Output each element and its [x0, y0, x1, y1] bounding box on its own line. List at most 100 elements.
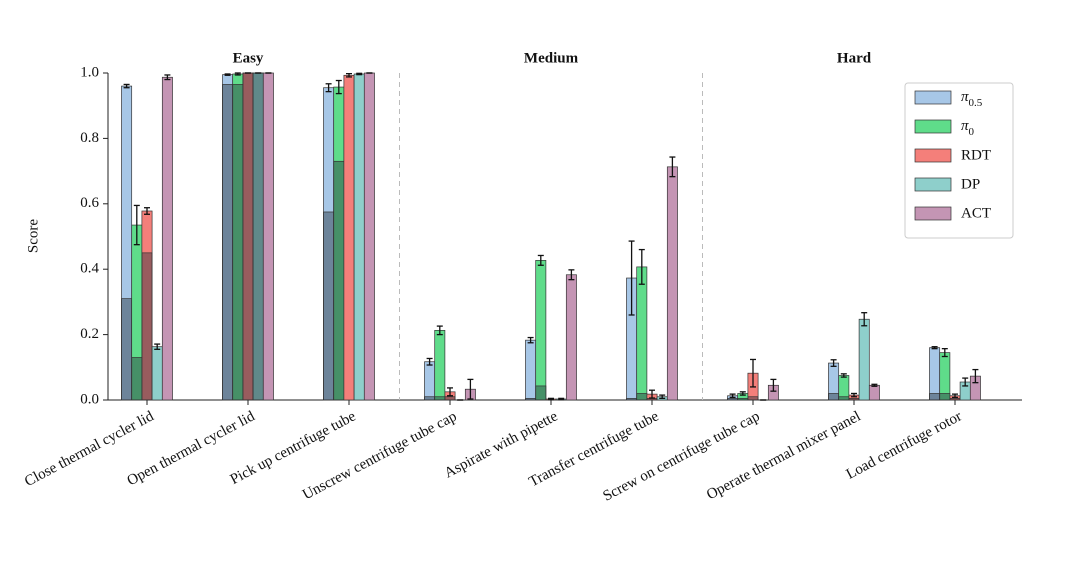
- error-bar: [558, 397, 565, 401]
- error-bar: [638, 248, 645, 285]
- bar-inner: [323, 211, 335, 401]
- bar-inner: [252, 72, 264, 401]
- bar: [434, 329, 446, 401]
- bar-inner: [141, 252, 153, 401]
- legend-label: ACT: [961, 205, 991, 221]
- error-bar: [426, 357, 433, 366]
- error-bar: [537, 254, 544, 266]
- bar-inner: [424, 396, 436, 401]
- y-tick-label: 0.4: [80, 261, 99, 277]
- error-bar: [144, 207, 150, 215]
- legend-swatch: [914, 148, 952, 163]
- y-axis-label: Score: [25, 219, 41, 253]
- bar-inner: [434, 396, 446, 401]
- y-tick-label: 0.0: [80, 391, 99, 407]
- bar-inner: [939, 393, 951, 401]
- legend-label: DP: [961, 176, 980, 192]
- bar-inner: [535, 385, 547, 401]
- error-bar: [739, 391, 746, 396]
- error-bar: [941, 348, 948, 358]
- error-bar: [133, 204, 140, 246]
- bar: [343, 74, 355, 401]
- error-bar: [164, 74, 171, 81]
- error-bar: [871, 383, 878, 387]
- legend-swatch: [914, 90, 952, 105]
- legend-swatch: [914, 177, 952, 192]
- error-bar: [840, 373, 847, 378]
- bar: [565, 274, 577, 401]
- bar: [535, 260, 547, 401]
- error-bar: [224, 73, 231, 76]
- y-tick-label: 1.0: [80, 64, 99, 80]
- section-label: Medium: [524, 50, 579, 66]
- error-bar: [931, 346, 938, 350]
- bar: [262, 72, 274, 401]
- error-bar: [123, 83, 130, 89]
- bar: [858, 318, 870, 401]
- legend-label: π0.5: [961, 89, 983, 108]
- error-bar: [447, 387, 453, 397]
- bar-inner: [626, 398, 638, 401]
- bar: [666, 166, 678, 401]
- error-bar: [750, 358, 756, 388]
- bar-inner: [636, 393, 648, 401]
- error-bar: [628, 240, 635, 316]
- legend-label: RDT: [961, 147, 991, 163]
- error-bar: [649, 389, 655, 399]
- error-bar: [770, 378, 777, 392]
- bar-inner: [121, 298, 133, 401]
- error-bar: [335, 79, 342, 95]
- bar-inner: [747, 396, 759, 401]
- error-bar: [669, 156, 676, 178]
- bar: [838, 375, 850, 401]
- error-bar: [548, 397, 554, 401]
- error-bar: [436, 325, 443, 336]
- error-bar: [659, 394, 666, 400]
- bar-inner: [848, 398, 860, 401]
- bar-inner: [333, 160, 345, 401]
- error-bar: [568, 269, 575, 281]
- bar: [151, 346, 163, 401]
- bar-inner: [242, 72, 254, 401]
- error-bar: [346, 73, 352, 78]
- legend-label: π0: [961, 118, 975, 137]
- error-bar: [729, 393, 736, 399]
- bar-inner: [737, 398, 749, 401]
- error-bar: [861, 312, 868, 327]
- error-bar: [851, 392, 857, 398]
- legend-swatch: [914, 119, 952, 134]
- y-tick-label: 0.6: [80, 195, 99, 211]
- bar: [353, 73, 365, 401]
- y-tick-label: 0.8: [80, 130, 99, 146]
- section-label: Easy: [233, 50, 264, 66]
- bar: [929, 347, 941, 401]
- bar-inner: [232, 84, 244, 401]
- bar-inner: [444, 396, 456, 401]
- error-bar: [830, 359, 837, 367]
- bar-inner: [727, 398, 739, 401]
- error-bar: [154, 343, 161, 350]
- bar: [424, 361, 436, 401]
- bar: [161, 76, 173, 401]
- section-label: Hard: [837, 50, 872, 66]
- bar-inner: [838, 396, 850, 401]
- bar-inner: [222, 84, 234, 401]
- bar-inner: [828, 393, 840, 401]
- bar-inner: [131, 357, 143, 401]
- error-bar: [962, 377, 969, 387]
- y-tick-label: 0.2: [80, 326, 99, 342]
- error-bar: [356, 72, 363, 76]
- bar: [939, 352, 951, 401]
- error-bar: [325, 83, 332, 93]
- bar-inner: [929, 393, 941, 401]
- bar: [868, 384, 880, 401]
- error-bar: [527, 336, 534, 344]
- bar-inner: [949, 398, 961, 401]
- bar-inner: [525, 398, 537, 401]
- error-bar: [972, 368, 979, 384]
- error-bar: [467, 378, 474, 400]
- bar: [363, 72, 375, 401]
- error-bar: [234, 72, 241, 76]
- error-bar: [952, 393, 958, 399]
